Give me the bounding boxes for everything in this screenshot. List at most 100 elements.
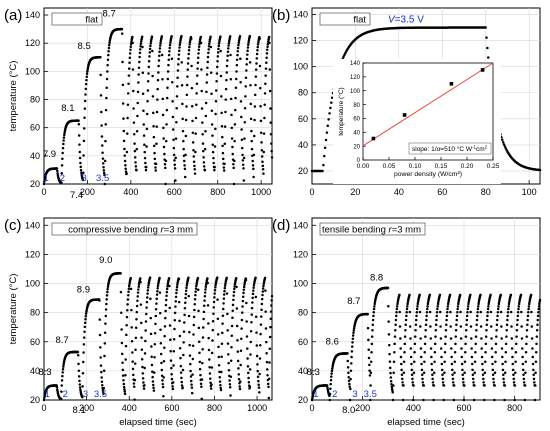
legend-frame (51, 12, 103, 26)
data-point (519, 293, 523, 297)
data-point (199, 41, 203, 45)
data-point (83, 325, 87, 329)
data-point (514, 350, 518, 354)
data-point (400, 368, 403, 372)
data-point (505, 329, 508, 332)
data-point (537, 307, 540, 311)
data-point (205, 73, 209, 76)
data-point (207, 322, 210, 325)
data-point (486, 307, 490, 311)
data-point (170, 377, 174, 381)
y-axis-label: temperature (°C) (8, 61, 19, 132)
data-point (125, 324, 128, 327)
data-point (242, 291, 245, 295)
data-point (451, 381, 455, 384)
data-point (229, 77, 233, 81)
data-point (84, 317, 87, 321)
data-point (232, 290, 236, 294)
data-point (217, 42, 221, 45)
data-point (462, 398, 466, 402)
data-point (126, 294, 130, 297)
data-point (259, 315, 263, 318)
data-point (403, 342, 407, 346)
data-point (265, 360, 269, 364)
data-point (421, 377, 424, 381)
plot-frame (43, 217, 273, 401)
data-point (211, 339, 214, 342)
data-point (260, 308, 263, 312)
data-point (152, 371, 156, 374)
data-point (533, 381, 536, 384)
data-point (428, 310, 432, 314)
data-point (178, 43, 182, 47)
data-point (203, 291, 207, 294)
data-point (412, 384, 415, 387)
data-point (514, 371, 517, 375)
data-point (202, 161, 206, 164)
data-point (139, 280, 142, 284)
data-point (204, 129, 207, 133)
data-point (491, 362, 494, 366)
data-point (124, 164, 127, 167)
data-point (441, 377, 445, 381)
data-point (213, 296, 216, 299)
data-point (173, 311, 177, 315)
data-point (221, 135, 224, 139)
panel-label: (c) (4, 217, 22, 234)
data-point (158, 44, 162, 47)
data-point (256, 45, 259, 49)
data-point (174, 300, 177, 303)
data-point (203, 294, 207, 298)
data-point (445, 314, 449, 318)
data-point (230, 113, 233, 117)
data-point (149, 42, 152, 45)
data-point (235, 307, 239, 310)
data-point (459, 310, 462, 314)
data-point (104, 308, 108, 311)
data-point (175, 288, 178, 292)
y-tick-label: 40 (30, 366, 40, 376)
data-point (259, 323, 263, 326)
data-point (527, 310, 530, 314)
data-point (503, 398, 506, 402)
data-point (264, 67, 268, 70)
data-point (102, 166, 105, 169)
data-point (168, 324, 172, 327)
data-point (103, 182, 107, 186)
data-point (419, 347, 423, 350)
data-point (195, 82, 199, 86)
x-tick-label: 600 (164, 403, 179, 413)
data-point (410, 362, 413, 366)
plot-frame (43, 7, 273, 185)
data-point (78, 379, 81, 383)
data-point (208, 42, 211, 45)
data-point (143, 384, 146, 387)
data-point (168, 43, 172, 47)
data-point (452, 398, 456, 402)
data-point (487, 305, 490, 308)
data-point (517, 305, 521, 308)
data-point (201, 132, 204, 136)
legend: flat V=3.5 V (319, 12, 424, 26)
data-point (389, 379, 393, 383)
data-point (221, 322, 224, 325)
data-point (465, 318, 469, 322)
data-point (183, 301, 187, 304)
data-point (241, 295, 245, 298)
data-point (158, 54, 161, 58)
annotation-label: 8.5 (78, 41, 91, 52)
data-point (103, 173, 106, 177)
legend-suffix: =3 mm (392, 225, 421, 236)
x-tick-label: 400 (123, 187, 138, 197)
data-point (186, 75, 189, 78)
data-point (226, 329, 229, 332)
data-point (152, 135, 156, 139)
data-point (445, 310, 449, 314)
data-point (266, 382, 270, 386)
data-point (269, 132, 273, 136)
data-point (472, 398, 476, 402)
data-point (516, 314, 520, 318)
data-point (228, 35, 232, 38)
data-point (395, 307, 399, 311)
data-point (63, 133, 66, 137)
